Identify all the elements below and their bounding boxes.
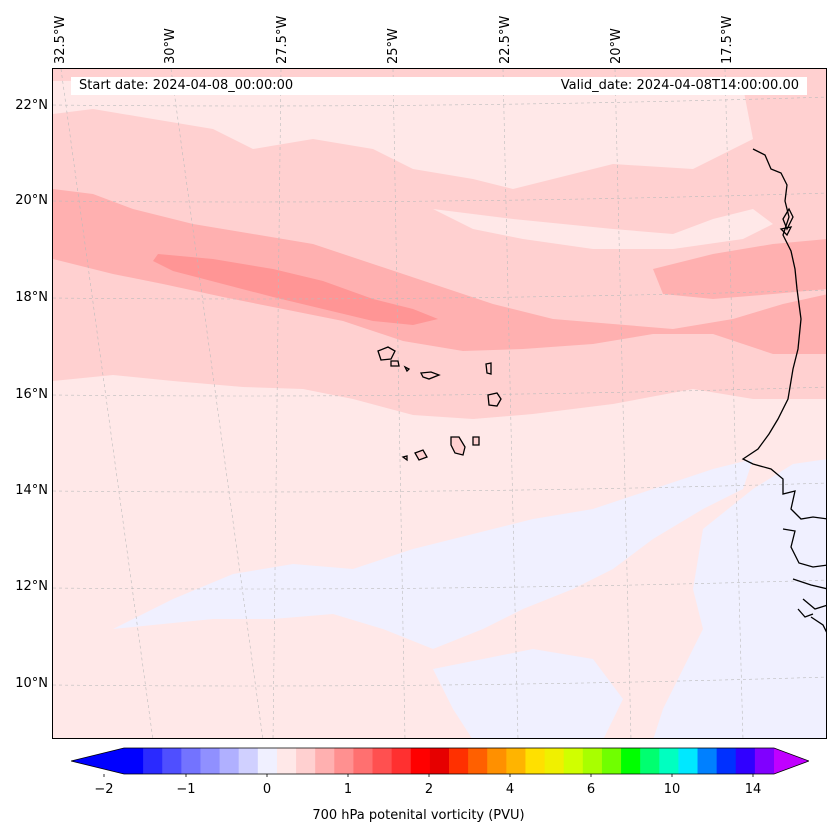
colorbar-segment (315, 748, 335, 774)
colorbar-tick-label: 6 (586, 782, 596, 797)
colorbar-segment (238, 748, 259, 774)
colorbar-segment (449, 748, 469, 774)
colorbar-tick-label: 1 (343, 782, 353, 797)
colorbar-segment (506, 748, 526, 774)
colorbar-extend-high (774, 748, 809, 774)
lat-label-20n: 20°N (15, 193, 48, 208)
colorbar-segment (640, 748, 660, 774)
colorbar-tick-label: 10 (663, 782, 681, 797)
colorbar-segment (296, 748, 316, 774)
lon-label-32-5w: 32.5°W (53, 15, 68, 64)
colorbar-extend-low (71, 748, 124, 774)
cape-verde-islands (377, 346, 502, 462)
colorbar-segment (754, 748, 775, 774)
colorbar-segment (162, 748, 182, 774)
pv-contour-light-mid (433, 209, 773, 249)
colorbar-segment (525, 748, 546, 774)
pv-contour-level2-right (653, 239, 826, 299)
pv-contour-negative-bottom (433, 649, 623, 738)
pv-contour-negative (113, 459, 753, 649)
lat-label-12n: 12°N (15, 579, 48, 594)
colorbar (71, 747, 809, 777)
pv-contour-light-top (53, 79, 753, 189)
colorbar-segment (219, 748, 240, 774)
colorbar-segment (391, 748, 412, 774)
pv-contour-level3 (153, 254, 438, 325)
colorbar-tick-label: 14 (744, 782, 762, 797)
colorbar-segment (678, 748, 699, 774)
date-annotation-bar: Start date: 2024-04-08_00:00:00 Valid_da… (71, 77, 807, 95)
colorbar-segment (143, 748, 163, 774)
colorbar-title: 700 hPa potenital vorticity (PVU) (312, 808, 525, 823)
colorbar-tick-label: 4 (505, 782, 515, 797)
colorbar-segment (659, 748, 679, 774)
lat-label-10n: 10°N (15, 676, 48, 691)
map-panel[interactable] (52, 68, 827, 739)
colorbar-outline (71, 747, 809, 775)
pv-contour-negative-right (653, 459, 826, 738)
colorbar-tick-label: −1 (176, 782, 196, 797)
lon-label-27-5w: 27.5°W (275, 15, 290, 64)
colorbar-segment (621, 748, 641, 774)
colorbar-segment (601, 748, 622, 774)
lon-label-30w: 30°W (163, 28, 178, 64)
colorbar-segment (582, 748, 603, 774)
lon-label-25w: 25°W (386, 28, 401, 64)
colorbar-segment (468, 748, 488, 774)
colorbar-segment (353, 748, 374, 774)
pv-field (53, 69, 826, 738)
colorbar-segment (200, 748, 221, 774)
coastline (741, 148, 826, 633)
start-date-text: Start date: 2024-04-08_00:00:00 (79, 78, 294, 93)
colorbar-segment (735, 748, 756, 774)
graticule (53, 69, 826, 738)
lat-label-16n: 16°N (15, 387, 48, 402)
valid-date-text: Valid_date: 2024-04-08T14:00:00.00 (560, 78, 799, 93)
colorbar-segment (697, 748, 718, 774)
colorbar-segment (410, 748, 431, 774)
colorbar-segment (334, 748, 354, 774)
colorbar-segment (124, 748, 144, 774)
lon-label-17-5w: 17.5°W (720, 15, 735, 64)
lat-label-22n: 22°N (15, 98, 48, 113)
lon-label-20w: 20°W (609, 28, 624, 64)
lat-label-14n: 14°N (15, 483, 48, 498)
colorbar-tick-label: 2 (424, 782, 434, 797)
colorbar-segment (716, 748, 737, 774)
lon-label-22-5w: 22.5°W (498, 15, 513, 64)
colorbar-segment (181, 748, 201, 774)
colorbar-segment (544, 748, 565, 774)
colorbar-segment (257, 748, 278, 774)
colorbar-tick-label: −2 (94, 782, 114, 797)
lat-label-18n: 18°N (15, 290, 48, 305)
colorbar-segment (372, 748, 393, 774)
colorbar-segment (487, 748, 507, 774)
colorbar-tick-label: 0 (262, 782, 272, 797)
colorbar-segment (563, 748, 584, 774)
colorbar-segment (429, 748, 450, 774)
colorbar-segment (276, 748, 297, 774)
